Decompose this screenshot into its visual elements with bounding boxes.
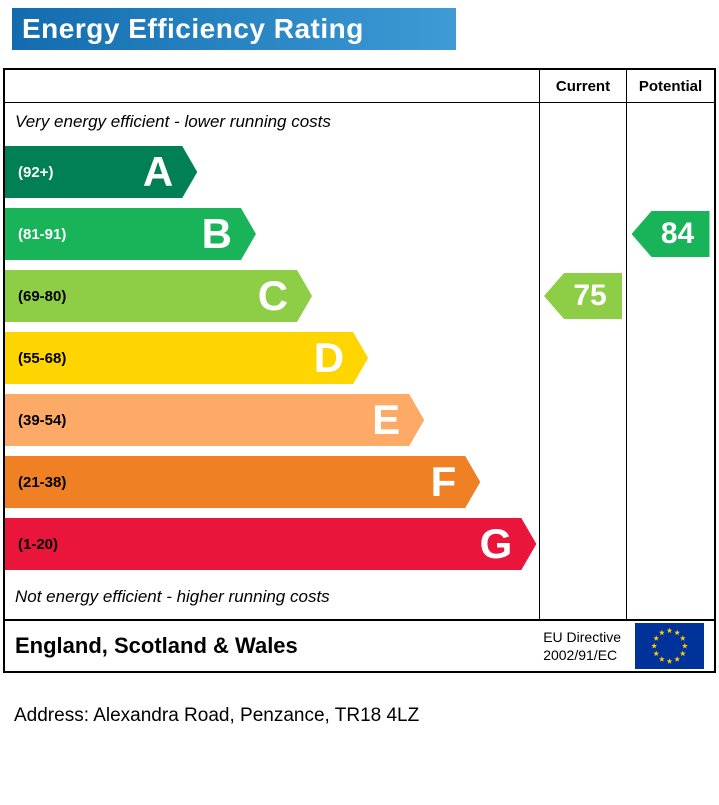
band-bar-g: (1-20) G [5, 518, 536, 570]
column-header-potential: Potential [626, 70, 714, 102]
band-row-e: (39-54) E [5, 389, 714, 451]
band-bar-b: (81-91) B [5, 208, 256, 260]
bands-container: (92+) A (81-91) B 84 (69-80) C 75 (55-68) D (39-54… [5, 141, 714, 575]
top-note-row: Very energy efficient - lower running co… [5, 103, 714, 141]
band-range-label: (55-68) [18, 349, 67, 367]
band-bar-e: (39-54) E [5, 394, 424, 446]
page-title: Energy Efficiency Rating [22, 13, 364, 44]
band-letter: D [313, 334, 345, 381]
band-range-label: (81-91) [18, 225, 67, 243]
current-column-cell [539, 451, 626, 513]
band-bar-d: (55-68) D [5, 332, 368, 384]
band-bar-area: (1-20) G [5, 513, 539, 575]
current-column-cell [539, 389, 626, 451]
current-column-cell [539, 327, 626, 389]
potential-column-cell: 84 [626, 203, 714, 265]
current-rating-value: 75 [573, 279, 607, 312]
band-letter: F [430, 458, 457, 505]
band-letter: A [142, 148, 174, 195]
column-headers: Current Potential [5, 70, 714, 103]
band-row-d: (55-68) D [5, 327, 714, 389]
band-bar-area: (55-68) D [5, 327, 539, 389]
top-note: Very energy efficient - lower running co… [15, 112, 331, 131]
header-spacer [5, 70, 539, 102]
current-column-cell [539, 203, 626, 265]
current-column-cell [539, 513, 626, 575]
potential-column-cell [626, 327, 714, 389]
page-title-banner: Energy Efficiency Rating [12, 8, 456, 50]
potential-column-cell [626, 141, 714, 203]
band-letter: B [201, 210, 232, 257]
current-column-cell: 75 [539, 265, 626, 327]
potential-column-cell [626, 103, 714, 141]
current-rating-arrow: 75 [544, 273, 622, 319]
potential-rating-value: 84 [660, 217, 695, 250]
current-column-cell [539, 141, 626, 203]
table-footer: England, Scotland & Wales EU Directive 2… [5, 619, 714, 671]
band-range-label: (69-80) [18, 287, 67, 305]
eu-directive-line2: 2002/91/EC [543, 647, 618, 663]
epc-chart: Current Potential Very energy efficient … [3, 68, 716, 673]
band-bar-area: (81-91) B [5, 203, 539, 265]
potential-column-cell [626, 513, 714, 575]
potential-column-cell [626, 389, 714, 451]
band-bar-f: (21-38) F [5, 456, 480, 508]
band-bar-area: (69-80) C [5, 265, 539, 327]
potential-column-cell [626, 575, 714, 619]
current-column-cell [539, 103, 626, 141]
band-bar-a: (92+) A [5, 146, 197, 198]
potential-column-cell [626, 265, 714, 327]
eu-directive-line1: EU Directive [543, 628, 621, 645]
band-range-label: (39-54) [18, 411, 67, 429]
eu-directive-label: EU Directive 2002/91/EC [543, 628, 621, 664]
current-column-cell [539, 575, 626, 619]
band-range-label: (1-20) [18, 535, 59, 553]
band-row-a: (92+) A [5, 141, 714, 203]
band-bar-area: (39-54) E [5, 389, 539, 451]
band-letter: C [257, 272, 289, 319]
band-row-b: (81-91) B 84 [5, 203, 714, 265]
band-row-f: (21-38) F [5, 451, 714, 513]
band-row-c: (69-80) C 75 [5, 265, 714, 327]
band-bar-area: (21-38) F [5, 451, 539, 513]
address-text: Address: Alexandra Road, Penzance, TR18 … [14, 705, 420, 726]
potential-rating-arrow: 84 [631, 211, 710, 257]
band-letter: G [479, 520, 513, 567]
band-row-g: (1-20) G [5, 513, 714, 575]
band-letter: E [372, 396, 401, 443]
region-label: England, Scotland & Wales [15, 633, 298, 658]
potential-column-cell [626, 451, 714, 513]
bottom-note: Not energy efficient - higher running co… [15, 587, 330, 606]
bottom-note-row: Not energy efficient - higher running co… [5, 575, 714, 619]
column-header-current: Current [539, 70, 626, 102]
band-bar-area: (92+) A [5, 141, 539, 203]
band-range-label: (21-38) [18, 473, 67, 491]
band-range-label: (92+) [18, 163, 54, 181]
band-bar-c: (69-80) C [5, 270, 312, 322]
eu-flag-icon [635, 623, 704, 669]
